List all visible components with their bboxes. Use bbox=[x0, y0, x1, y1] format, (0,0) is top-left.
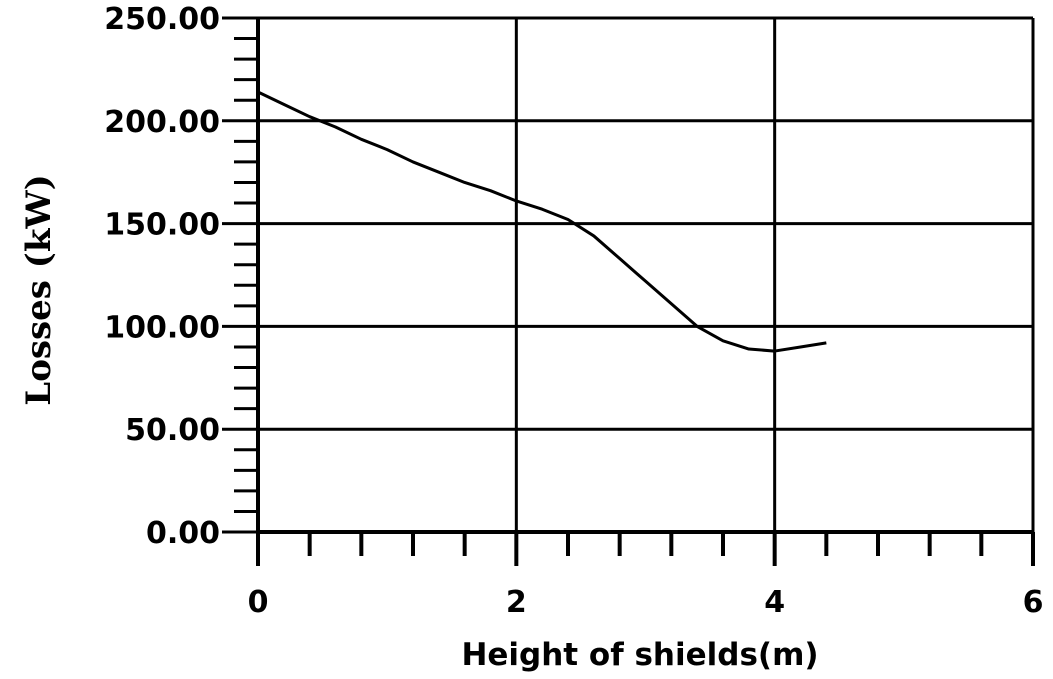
y-axis-title: Losses (kW) bbox=[19, 174, 59, 405]
y-tick-label: 100.00 bbox=[104, 310, 220, 345]
y-tick-label: 0.00 bbox=[146, 516, 220, 551]
y-tick-labels: 0.00 50.00 100.00 150.00 200.00 250.00 bbox=[104, 2, 220, 551]
x-tick-label: 0 bbox=[248, 585, 269, 620]
y-tick-label: 250.00 bbox=[104, 2, 220, 37]
y-tick-label: 150.00 bbox=[104, 208, 220, 243]
y-tick-label: 200.00 bbox=[104, 105, 220, 140]
y-tick-label: 50.00 bbox=[125, 413, 220, 448]
x-axis-title: Height of shields(m) bbox=[461, 637, 818, 673]
x-tick-label: 2 bbox=[506, 585, 527, 620]
series-line-0 bbox=[257, 90, 827, 353]
axes bbox=[256, 18, 1033, 534]
grid-lines bbox=[258, 16, 1035, 532]
tick-marks bbox=[222, 16, 1035, 566]
series-lines bbox=[257, 90, 827, 353]
x-tick-label: 4 bbox=[764, 585, 785, 620]
x-tick-label: 6 bbox=[1023, 585, 1044, 620]
x-tick-labels: 0 2 4 6 bbox=[248, 585, 1044, 620]
